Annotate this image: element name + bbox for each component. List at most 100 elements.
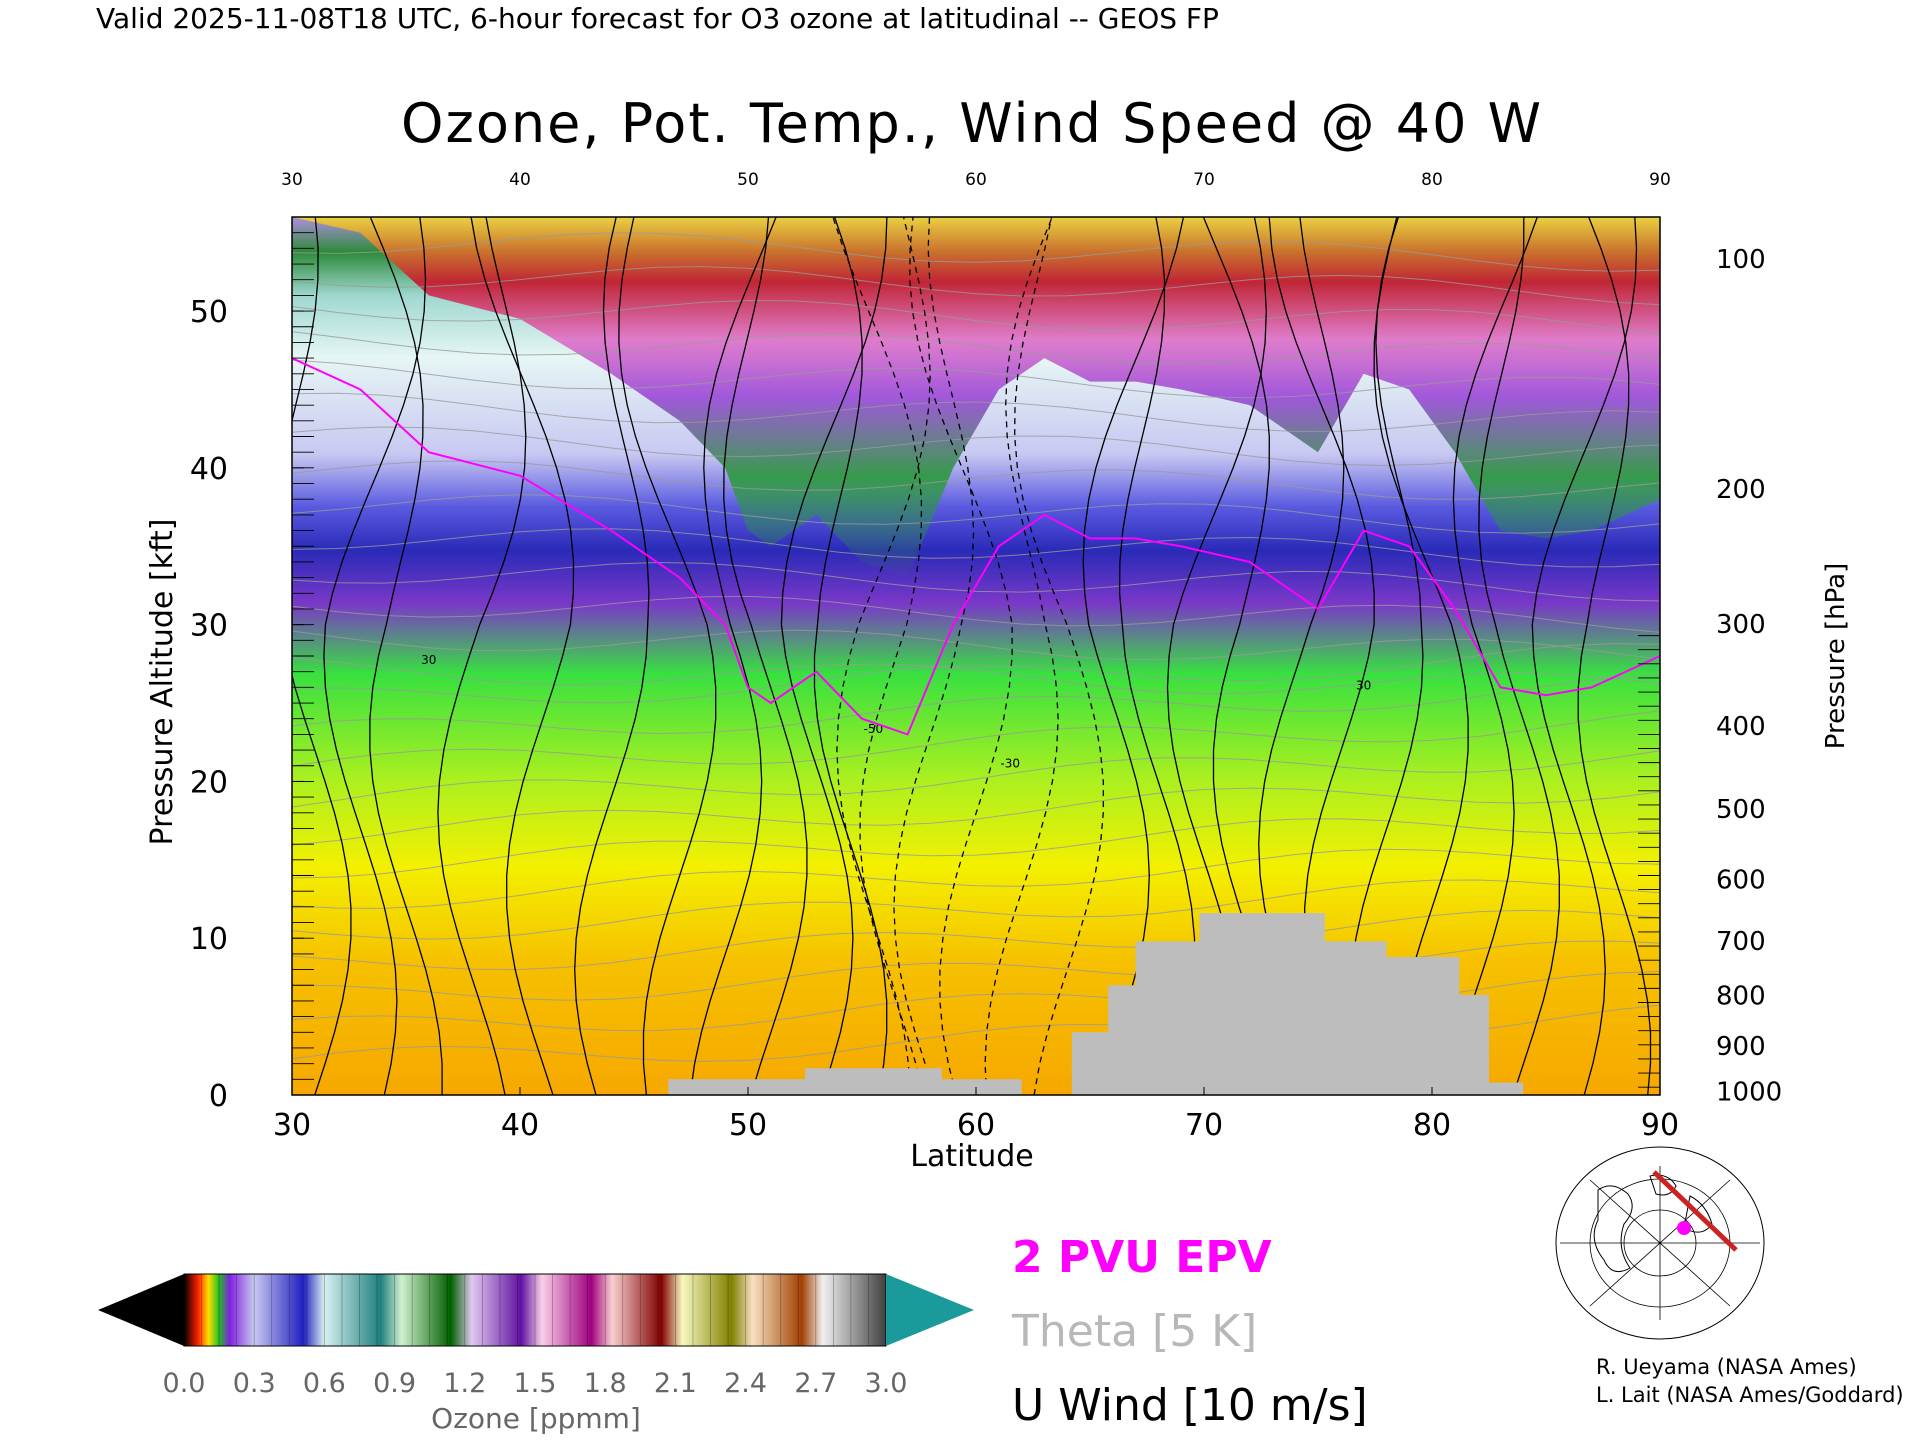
theta-contour <box>292 657 1660 695</box>
x-tick-label-top: 60 <box>965 170 987 190</box>
y-axis-label-left: Pressure Altitude [kft] <box>145 519 180 846</box>
colorbar-tick-label: 0.0 <box>163 1368 206 1399</box>
legend-pv: 2 PVU EPV <box>1012 1232 1272 1283</box>
u-wind-contour <box>1531 217 1638 1095</box>
u-wind-contour <box>470 217 575 1095</box>
legend: 2 PVU EPV Theta [5 K] U Wind [10 m/s] <box>1011 1232 1368 1431</box>
theta-contour <box>292 331 1660 365</box>
u-wind-contour <box>780 217 888 1095</box>
x-tick-label-top: 30 <box>281 170 303 190</box>
theta-contour <box>292 674 1660 735</box>
y-tick-label: 30 <box>190 609 228 644</box>
theta-contour <box>292 266 1660 306</box>
colorbar-tick-label: 1.2 <box>443 1368 486 1399</box>
x-tick-label: 90 <box>1641 1108 1679 1143</box>
pressure-tick-label: 600 <box>1716 866 1766 896</box>
x-tick-label-top: 50 <box>737 170 759 190</box>
y-axis-left: 0 10 20 30 40 50 <box>190 232 314 1114</box>
x-tick-label-top: 90 <box>1649 170 1671 190</box>
y-tick-label: 20 <box>190 765 228 800</box>
pv-2pvu-line <box>292 357 1660 736</box>
x-tick-label: 50 <box>729 1108 767 1143</box>
colorbar-body <box>183 1273 887 1347</box>
theta-contour <box>292 940 1660 1001</box>
colorbar-tick-label: 0.6 <box>303 1368 346 1399</box>
pressure-tick-label: 400 <box>1716 712 1766 742</box>
u-wind-contour <box>323 217 427 1095</box>
x-axis-top: 30 40 50 60 70 80 90 <box>281 170 1671 190</box>
u-wind-contour <box>689 217 777 1095</box>
y-tick-label: 0 <box>209 1079 228 1114</box>
valid-line: Valid 2025-11-08T18 UTC, 6-hour forecast… <box>96 2 1219 35</box>
wind-contour-label: 30 <box>421 653 436 667</box>
colorbar-tick-label: 0.9 <box>373 1368 416 1399</box>
u-wind-contour <box>1373 217 1469 1095</box>
theta-contours <box>292 232 1660 1062</box>
wind-contour-label: -50 <box>864 722 884 736</box>
theta-contour <box>292 232 1660 272</box>
y-tick-label: 10 <box>190 922 228 957</box>
theta-contour <box>292 494 1660 534</box>
x-tick-label: 80 <box>1413 1108 1451 1143</box>
theta-contour <box>292 460 1660 500</box>
theta-contour <box>292 426 1660 467</box>
colorbar-high-arrow <box>886 1274 974 1346</box>
location-marker <box>1677 1221 1691 1235</box>
colorbar-ticks: 0.0 0.3 0.6 0.9 1.2 1.5 1.8 2.1 2.4 2.7 3.0 <box>163 1274 908 1399</box>
colorbar-low-arrow <box>98 1274 184 1346</box>
pressure-tick-label: 500 <box>1716 795 1766 825</box>
y-tick-label: 50 <box>190 295 228 330</box>
colorbar-tick-label: 3.0 <box>865 1368 908 1399</box>
theta-contour <box>292 643 1660 704</box>
pressure-tick-label: 100 <box>1716 245 1766 275</box>
x-tick-label-top: 70 <box>1193 170 1215 190</box>
colorbar-tick-label: 1.5 <box>514 1368 557 1399</box>
theta-contour <box>292 595 1660 633</box>
x-axis-bottom: 30 40 50 60 70 80 90 <box>273 1087 1679 1143</box>
chart-title: Ozone, Pot. Temp., Wind Speed @ 40 W <box>401 92 1543 155</box>
terrain-mask <box>292 913 1660 1095</box>
globe-map-icon <box>1555 1146 1765 1340</box>
u-wind-contour <box>574 217 650 1095</box>
x-axis-label: Latitude <box>910 1139 1033 1174</box>
y-axis-label-right: Pressure [hPa] <box>1821 563 1851 750</box>
pressure-tick-label: 700 <box>1716 927 1766 957</box>
colorbar-tick-label: 2.1 <box>654 1368 697 1399</box>
plot-area: -50 -30 30 30 <box>292 217 1660 1095</box>
colorbar: 0.0 0.3 0.6 0.9 1.2 1.5 1.8 2.1 2.4 2.7 3.0 Ozone … <box>98 1273 974 1435</box>
u-wind-contour <box>1577 217 1652 1095</box>
theta-contour <box>292 818 1660 879</box>
x-tick-label-top: 80 <box>1421 170 1443 190</box>
stratospheric-ozone-band <box>292 217 1660 578</box>
credit-line-1: R. Ueyama (NASA Ames) <box>1596 1355 1857 1379</box>
x-tick-label: 40 <box>501 1108 539 1143</box>
pressure-tick-label: 800 <box>1716 982 1766 1012</box>
u-wind-contour <box>1478 217 1560 1095</box>
u-wind-contour <box>813 217 888 1095</box>
u-wind-contour <box>369 217 443 1095</box>
colorbar-tick-label: 2.7 <box>794 1368 837 1399</box>
x-tick-label: 60 <box>957 1108 995 1143</box>
u-wind-contour <box>893 217 975 1095</box>
theta-contour <box>292 561 1660 602</box>
colorbar-label: Ozone [ppmm] <box>431 1402 641 1435</box>
y-axis-right: 100 200 300 400 500 600 700 800 900 1000 <box>1638 245 1782 1107</box>
pressure-tick-label: 200 <box>1716 475 1766 505</box>
theta-contour <box>292 848 1660 909</box>
colorbar-tick-label: 0.3 <box>233 1368 276 1399</box>
pressure-tick-label: 900 <box>1716 1032 1766 1062</box>
u-wind-contours: -50 -30 30 30 <box>292 217 1652 1095</box>
wind-contour-label: -30 <box>1000 756 1020 770</box>
credit-line-2: L. Lait (NASA Ames/Goddard) <box>1596 1383 1904 1407</box>
u-wind-contour <box>832 217 925 1095</box>
theta-contour <box>292 750 1660 808</box>
legend-uwind: U Wind [10 m/s] <box>1012 1380 1368 1431</box>
theta-contour <box>292 710 1660 767</box>
theta-contour <box>292 787 1660 846</box>
u-wind-contour <box>723 217 808 1095</box>
theta-contour <box>292 299 1660 335</box>
colorbar-tick-label: 1.8 <box>584 1368 627 1399</box>
wind-contour-label: 30 <box>1356 679 1371 693</box>
